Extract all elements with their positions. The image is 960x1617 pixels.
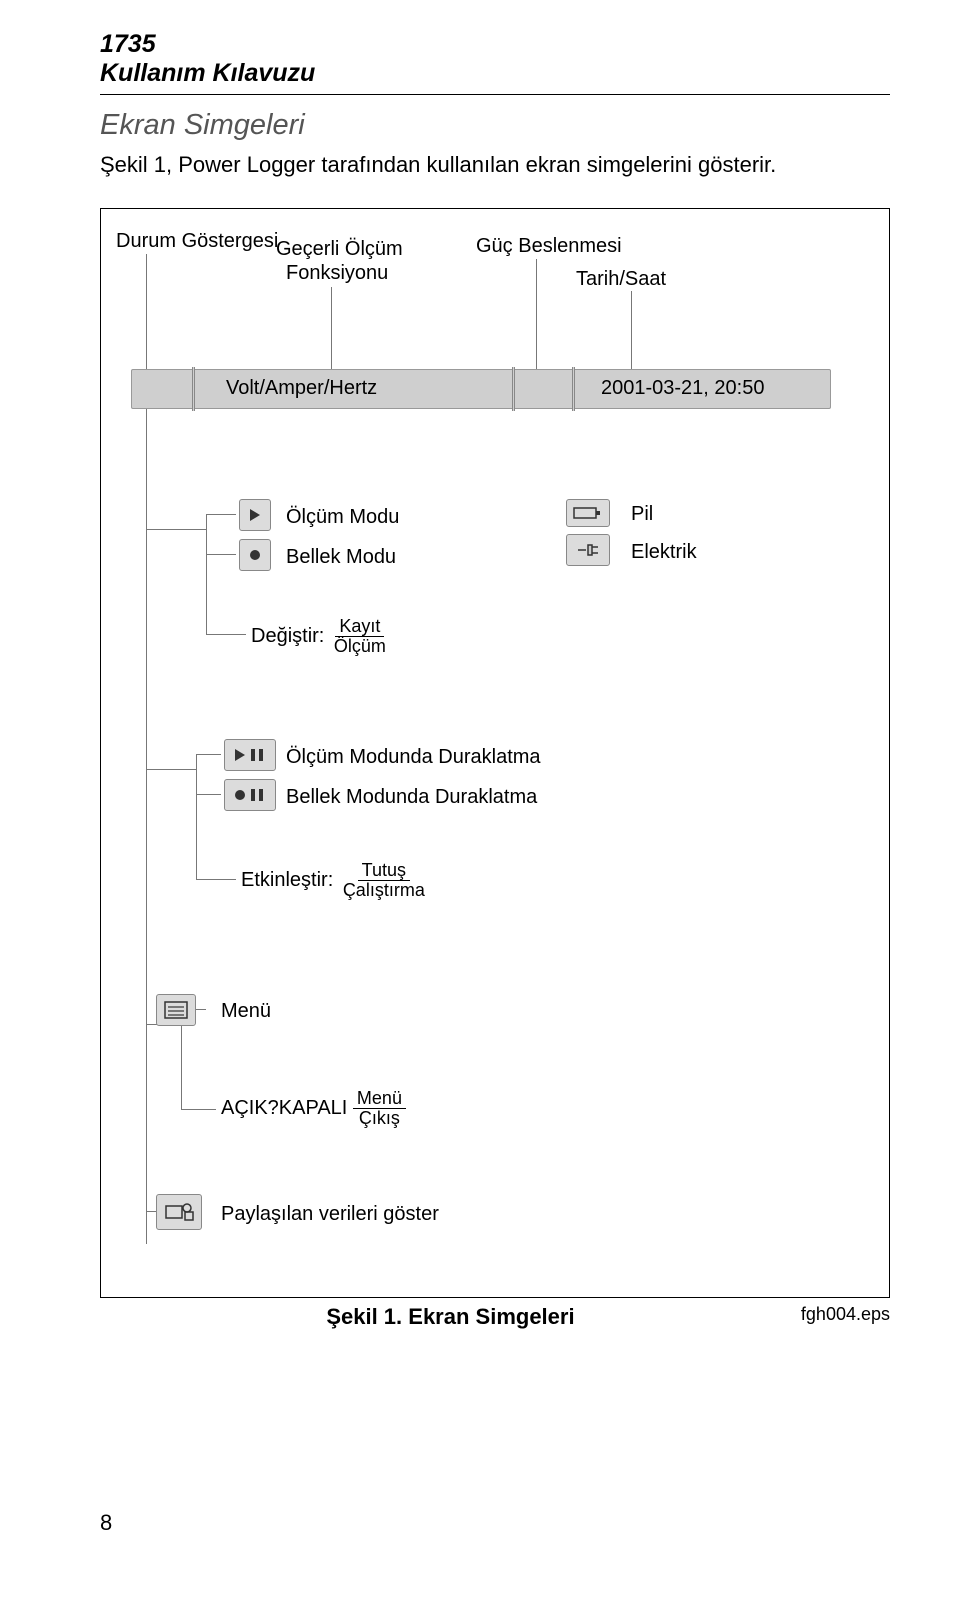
record-pause-icon	[224, 779, 276, 811]
doc-subtitle: Kullanım Kılavuzu	[100, 59, 890, 88]
label-func-line1: Geçerli Ölçüm	[276, 237, 403, 261]
figure-frame: Durum Göstergesi Geçerli Ölçüm Fonksiyon…	[100, 208, 890, 1298]
label-measure-mode: Ölçüm Modu	[286, 505, 399, 529]
intro-text: Şekil 1, Power Logger tarafından kullanı…	[100, 152, 890, 178]
label-func-line2: Fonksiyonu	[286, 261, 388, 285]
play-icon	[239, 499, 271, 531]
connector	[206, 634, 246, 635]
connector	[181, 1109, 216, 1110]
label-datetime: Tarih/Saat	[576, 267, 666, 291]
enable-top: Tutuş	[358, 860, 410, 881]
change-bot: Ölçüm	[330, 636, 390, 656]
connector	[206, 554, 236, 555]
connector	[206, 514, 236, 515]
status-bar-left: Volt/Amper/Hertz	[226, 377, 377, 400]
change-prefix: Değiştir:	[251, 625, 324, 647]
connector	[196, 879, 236, 880]
share-icon	[156, 1194, 202, 1230]
label-change: Değiştir: Kayıt Ölçüm	[251, 617, 390, 657]
menu-icon	[156, 994, 196, 1026]
plug-icon	[566, 534, 610, 566]
connector	[196, 754, 221, 755]
onoff-bot: Çıkış	[355, 1108, 404, 1128]
play-pause-icon	[224, 739, 276, 771]
label-share: Paylaşılan verileri göster	[221, 1202, 439, 1226]
label-memory-mode: Bellek Modu	[286, 545, 396, 569]
connector	[536, 259, 537, 369]
onoff-top: Menü	[353, 1088, 406, 1109]
connector	[146, 529, 206, 530]
connector	[631, 291, 632, 369]
change-top: Kayıt	[335, 616, 384, 637]
connector	[146, 769, 196, 770]
label-mains: Elektrik	[631, 540, 697, 564]
label-onoff: AÇIK?KAPALI Menü Çıkış	[221, 1089, 406, 1129]
connector	[196, 794, 221, 795]
header-rule	[100, 94, 890, 95]
battery-icon	[566, 499, 610, 527]
record-icon	[239, 539, 271, 571]
label-enable: Etkinleştir: Tutuş Çalıştırma	[241, 861, 429, 901]
page-number: 8	[100, 1510, 890, 1536]
enable-bot: Çalıştırma	[339, 880, 429, 900]
connector	[331, 287, 332, 369]
figure-caption: Şekil 1. Ekran Simgeleri	[100, 1304, 801, 1330]
label-status: Durum Göstergesi	[116, 229, 278, 253]
onoff-text: AÇIK?KAPALI	[221, 1097, 347, 1119]
connector	[146, 409, 147, 1244]
label-menu: Menü	[221, 999, 271, 1023]
enable-prefix: Etkinleştir:	[241, 869, 333, 891]
connector	[146, 254, 147, 369]
eps-filename: fgh004.eps	[801, 1304, 890, 1330]
doc-model: 1735	[100, 30, 890, 59]
label-power: Güç Beslenmesi	[476, 234, 622, 258]
label-pause-memory: Bellek Modunda Duraklatma	[286, 785, 537, 809]
section-title: Ekran Simgeleri	[100, 109, 890, 142]
label-pause-measure: Ölçüm Modunda Duraklatma	[286, 745, 541, 769]
status-bar-right: 2001-03-21, 20:50	[601, 377, 764, 400]
connector	[206, 514, 207, 634]
label-battery: Pil	[631, 502, 653, 526]
connector	[196, 754, 197, 879]
